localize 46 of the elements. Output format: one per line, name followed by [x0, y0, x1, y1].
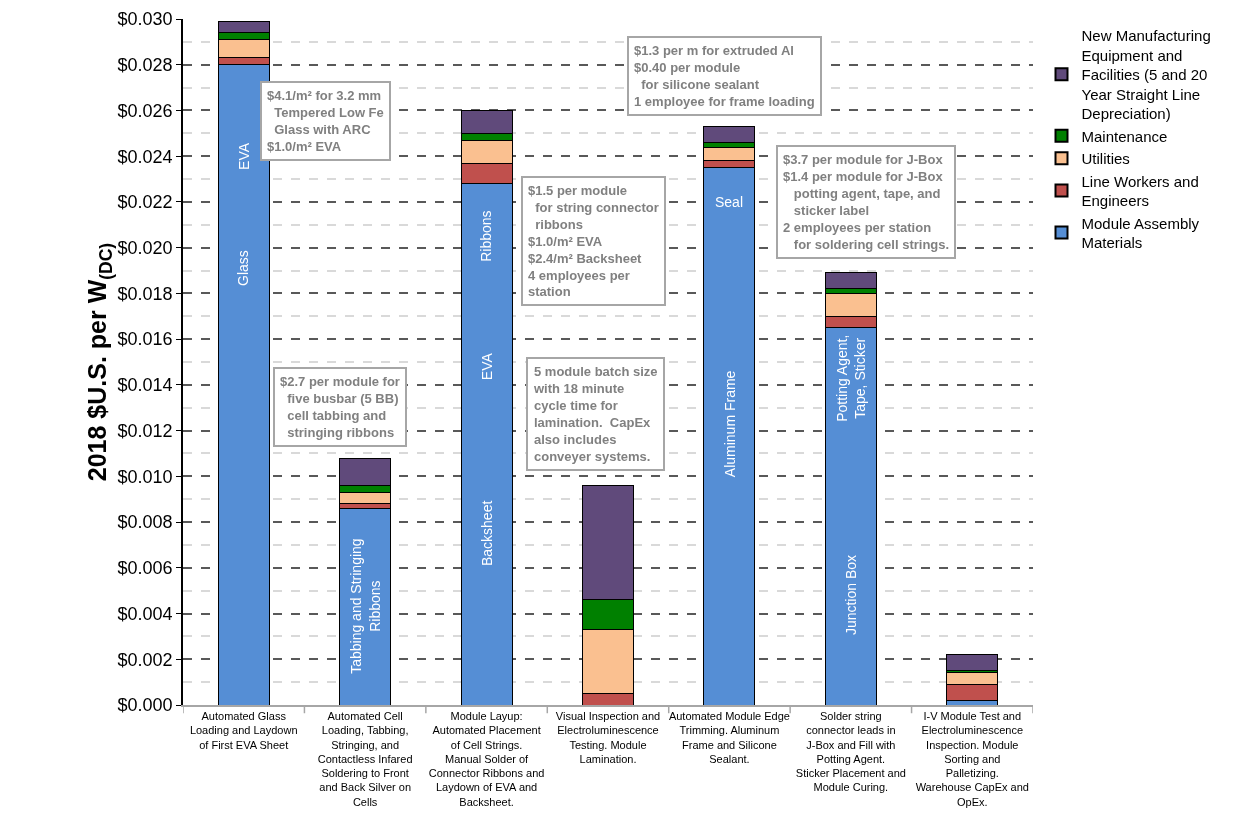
y-tick-label: $0.014: [117, 375, 173, 396]
annotation: EVA: [235, 142, 252, 170]
x-tick-label: Solder string connector leads in J-Box and Fill with Potting Agent. Sticker Placement and Module Curing.: [795, 709, 906, 794]
annotation: Aluminum Frame: [721, 370, 738, 478]
bar: [824, 272, 877, 290]
annotation: $2.7 per module for five busbar (5 BB) cell tabbing and stringing ribbons: [280, 374, 400, 440]
y-tick-label: $0.000: [117, 695, 173, 716]
y-tick-label: $0.016: [117, 329, 173, 350]
x-tick-label: Visual Inspection and Electroluminescence Testing. Module Lamination.: [555, 709, 661, 765]
x-tick-label: Automated Module Edge Trimming. Aluminum Frame and Silicone Sealant.: [668, 709, 790, 765]
legend-label: Module Assembly Materials: [1081, 214, 1200, 252]
annotation: EVA: [479, 352, 495, 381]
annotation: $1.5 per module for string connector ribbons $1.0/m² EVA $2.4/m² Backsheet 4 employees per station: [528, 183, 659, 300]
y-tick-label: $0.020: [117, 237, 173, 258]
x-tick-label: Automated Glass Loading and Laydown of First EVA Sheet: [189, 709, 298, 751]
legend-label: Utilities: [1081, 150, 1130, 168]
legend-label: New Manufacturing Equipment and Facilities (5 and 20 Year Straight Line Depreciation): [1081, 27, 1211, 123]
annotation: $1.3 per m for extruded Al $0.40 per module for silicone sealant 1 employee for frame loading: [634, 43, 815, 109]
bar: [946, 654, 999, 672]
annotation: Potting Agent, Tape, Sticker: [833, 334, 869, 422]
y-tick-label: $0.022: [117, 192, 173, 213]
y-tick-label: $0.028: [117, 55, 173, 76]
legend-label: Line Workers and Engineers: [1081, 172, 1199, 210]
y-tick-label: $0.010: [117, 466, 173, 487]
annotation: 5 module batch size with 18 minute cycle time for lamination. CapEx also includes conveyer systems.: [533, 364, 658, 464]
y-tick-label: $0.012: [117, 420, 173, 441]
y-tick-label: $0.018: [117, 283, 173, 304]
x-tick-label: Automated Cell Loading, Tabbing, Stringing, and Contactless Infared Soldering to Front and Back Silver on Cells: [317, 709, 413, 808]
y-tick-label: $0.008: [117, 512, 173, 533]
annotation: $3.7 per module for J-Box $1.4 per module for J-Box potting agent, tape, and sticker label 2 employees per station for soldering cell strings.: [783, 152, 950, 252]
annotation: Glass: [235, 250, 252, 286]
x-tick-label: I-V Module Test and Electroluminescence Inspection. Module Sorting and Palletizing. Warehouse CapEx and OpEx.: [915, 709, 1029, 808]
y-tick-label: $0.030: [117, 9, 173, 30]
annotation: Seal: [715, 194, 744, 210]
annotation: $4.1/m² for 3.2 mm Tempered Low Fe Glass with ARC $1.0/m² EVA: [267, 88, 384, 154]
y-tick-label: $0.006: [117, 558, 173, 579]
y-tick-label: $0.004: [117, 603, 173, 624]
annotation: Tabbing and Stringing Ribbons: [348, 538, 383, 674]
y-tick-label: $0.024: [117, 146, 173, 167]
annotation: Ribbons: [478, 210, 495, 262]
annotation: Backsheet: [479, 500, 496, 567]
legend-label: Maintenance: [1081, 127, 1168, 145]
y-tick-label: $0.026: [117, 100, 173, 121]
x-tick-label: Module Layup: Automated Placement of Cell Strings. Manual Solder of Connector Ribbons and Laydown of EVA and Backsheet.: [428, 709, 545, 808]
annotation: Junction Box: [842, 554, 859, 636]
y-tick-label: $0.002: [117, 649, 173, 670]
